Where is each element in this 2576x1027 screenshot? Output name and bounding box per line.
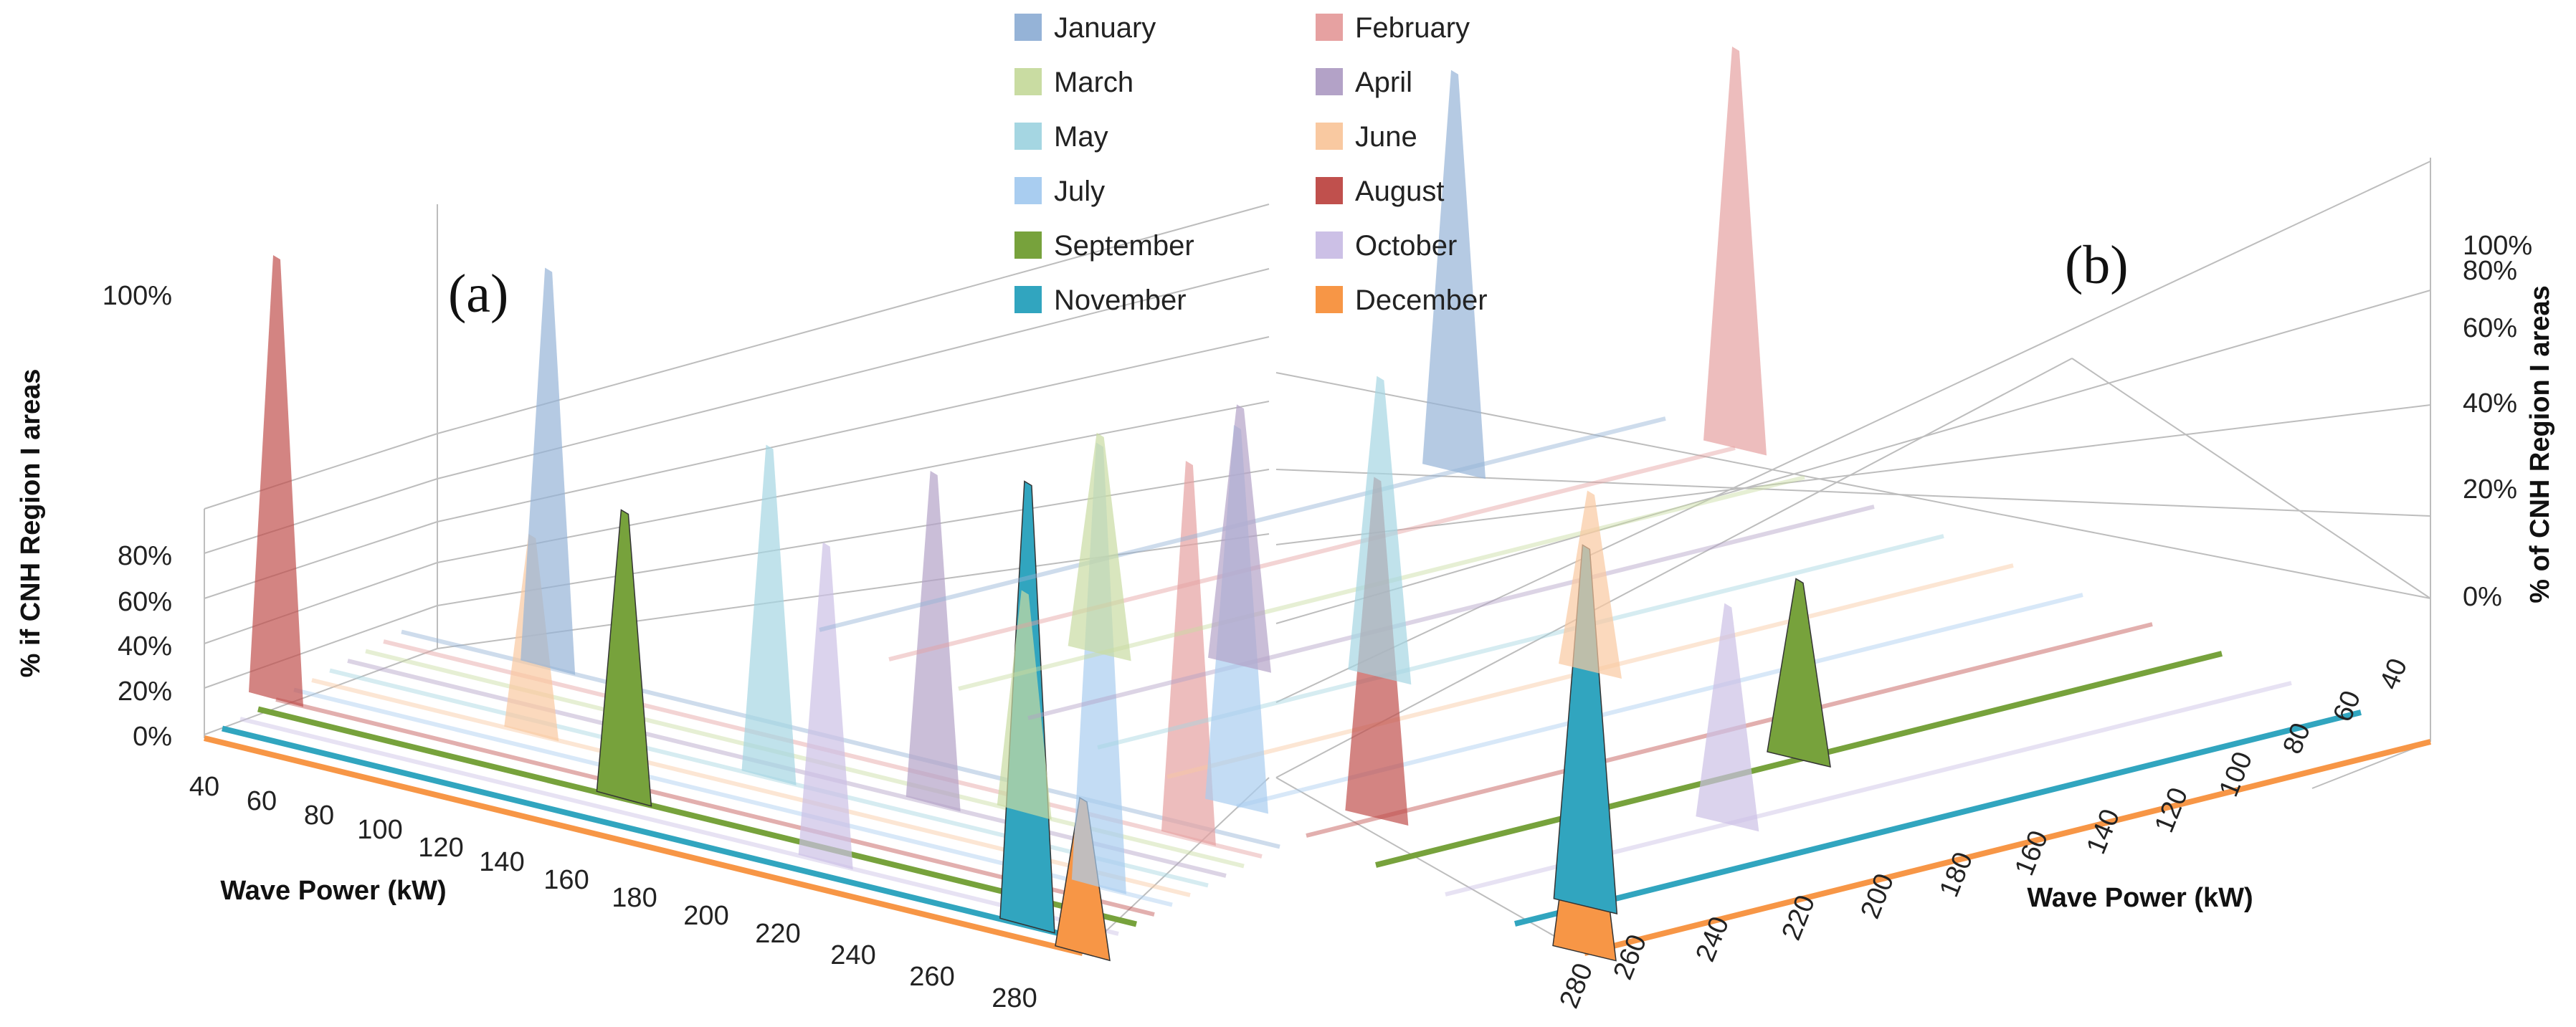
panel-b-x-tick: 280 bbox=[1554, 959, 1600, 1013]
legend-swatch-october bbox=[1316, 231, 1343, 259]
panel-b-x-axis-title: Wave Power (kW) bbox=[2027, 883, 2253, 913]
floor-line-february bbox=[888, 446, 1736, 661]
peak-february bbox=[1703, 47, 1767, 456]
panel-b-y-tick: 40% bbox=[2463, 388, 2517, 419]
peak-may bbox=[1348, 376, 1412, 685]
peak-may bbox=[741, 444, 797, 785]
legend-swatch-november bbox=[1014, 286, 1042, 313]
peak-july bbox=[1071, 442, 1126, 894]
floor-line-november bbox=[222, 725, 1101, 947]
peak-february bbox=[1161, 461, 1216, 846]
panel-a-x-tick: 240 bbox=[830, 940, 875, 970]
panel-a-y-tick: 80% bbox=[118, 541, 172, 571]
legend-label-march: March bbox=[1054, 67, 1133, 98]
panel-b-floor-stripes bbox=[819, 416, 2431, 956]
legend-label-january: January bbox=[1054, 12, 1156, 44]
peak-october bbox=[1696, 603, 1759, 832]
floor-line-december bbox=[1584, 739, 2431, 956]
legend: January February March April May June July Augu… bbox=[1014, 12, 1488, 316]
floor-line-november bbox=[1514, 710, 2362, 927]
panel-a-x-tick: 40 bbox=[189, 772, 219, 802]
panel-a-y-axis: 0% 20% 40% 60% 80% 100% % if CNH Region … bbox=[16, 281, 172, 752]
legend-label-june: June bbox=[1355, 121, 1417, 153]
peak-april bbox=[906, 471, 961, 812]
panel-b-y-axis: 0% 20% 40% 60% 80% 100% % of CNH Region … bbox=[2463, 231, 2555, 612]
panel-a-x-tick: 220 bbox=[755, 919, 800, 949]
panel-a-x-tick: 200 bbox=[683, 901, 728, 931]
peak-april bbox=[1208, 404, 1271, 673]
legend-swatch-february bbox=[1316, 14, 1343, 41]
legend-swatch-august bbox=[1316, 177, 1343, 204]
legend-label-october: October bbox=[1355, 230, 1457, 262]
panel-b-y-tick: 80% bbox=[2463, 256, 2517, 286]
peak-september bbox=[596, 509, 652, 807]
legend-swatch-june bbox=[1316, 123, 1343, 150]
panel-a-series-peaks bbox=[249, 255, 1216, 962]
panel-b-label: (b) bbox=[2065, 235, 2129, 295]
legend-swatch-april bbox=[1316, 68, 1343, 95]
panel-b-x-tick: 120 bbox=[2149, 783, 2195, 837]
panel-b-y-axis-title: % of CNH Region I areas bbox=[2525, 285, 2555, 603]
panel-a-x-tick: 80 bbox=[304, 801, 334, 831]
panel-a-y-tick: 100% bbox=[103, 281, 172, 311]
legend-label-september: September bbox=[1054, 230, 1194, 262]
peak-august bbox=[249, 255, 303, 707]
panel-b-y-tick: 0% bbox=[2463, 582, 2502, 612]
panel-a-x-axis-title: Wave Power (kW) bbox=[220, 876, 446, 906]
panel-a-x-tick: 260 bbox=[909, 962, 954, 992]
panel-a-x-tick: 140 bbox=[479, 847, 524, 877]
panel-b-y-tick: 60% bbox=[2463, 313, 2517, 343]
panel-b-x-tick: 240 bbox=[1691, 912, 1736, 966]
panel-a-x-tick: 100 bbox=[357, 815, 402, 845]
peak-september bbox=[1767, 578, 1831, 768]
legend-swatch-september bbox=[1014, 231, 1042, 259]
legend-swatch-march bbox=[1014, 68, 1042, 95]
panel-a-x-tick: 280 bbox=[992, 983, 1037, 1013]
legend-label-december: December bbox=[1355, 285, 1488, 316]
panel-b-y-tick: 100% bbox=[2463, 231, 2532, 261]
floor-line-september bbox=[257, 706, 1137, 927]
legend-swatch-december bbox=[1316, 286, 1343, 313]
panel-a-x-tick: 180 bbox=[612, 883, 657, 913]
panel-a-y-tick: 40% bbox=[118, 631, 172, 661]
panel-a-x-tick: 60 bbox=[247, 786, 277, 816]
panel-b-x-tick: 160 bbox=[2010, 826, 2055, 880]
panel-a-x-tick: 160 bbox=[543, 865, 589, 895]
legend-label-may: May bbox=[1054, 121, 1108, 153]
legend-label-april: April bbox=[1355, 67, 1412, 98]
legend-swatch-july bbox=[1014, 177, 1042, 204]
legend-label-july: July bbox=[1054, 176, 1105, 207]
peak-june bbox=[1559, 490, 1622, 679]
panel-a-x-tick: 120 bbox=[418, 833, 463, 863]
panel-a-y-axis-title: % if CNH Region I areas bbox=[16, 369, 46, 678]
floor-line-december bbox=[204, 735, 1083, 956]
panel-b-x-tick: 220 bbox=[1777, 891, 1822, 945]
peak-october bbox=[798, 542, 853, 870]
peak-january bbox=[1422, 70, 1486, 479]
legend-swatch-may bbox=[1014, 123, 1042, 150]
legend-label-november: November bbox=[1054, 285, 1187, 316]
panel-a-x-axis: 40 60 80 100 120 140 160 180 200 220 240… bbox=[189, 772, 1037, 1013]
legend-label-august: August bbox=[1355, 176, 1445, 207]
panel-b-x-tick: 100 bbox=[2214, 747, 2259, 801]
panel-b-x-tick: 140 bbox=[2081, 805, 2126, 859]
panel-b-series-peaks bbox=[1068, 47, 1831, 962]
panel-a-label: (a) bbox=[448, 264, 508, 324]
panel-a-y-tick: 60% bbox=[118, 587, 172, 617]
legend-swatch-january bbox=[1014, 14, 1042, 41]
panel-b-x-tick: 40 bbox=[2374, 654, 2413, 694]
floor-line-october bbox=[239, 717, 1119, 936]
panel-b-chart: 0% 20% 40% 60% 80% 100% % of CNH Region … bbox=[819, 47, 2555, 1013]
panel-a-y-tick: 20% bbox=[118, 677, 172, 707]
legend-label-february: February bbox=[1355, 12, 1470, 44]
panel-b-y-tick: 20% bbox=[2463, 474, 2517, 505]
panel-a-chart: 0% 20% 40% 60% 80% 100% % if CNH Region … bbox=[16, 204, 1280, 1013]
peak-january bbox=[521, 267, 576, 675]
floor-line-april bbox=[1027, 505, 1875, 720]
peak-march bbox=[997, 590, 1052, 820]
peak-march bbox=[1068, 432, 1131, 661]
panel-a-y-tick: 0% bbox=[133, 722, 172, 752]
